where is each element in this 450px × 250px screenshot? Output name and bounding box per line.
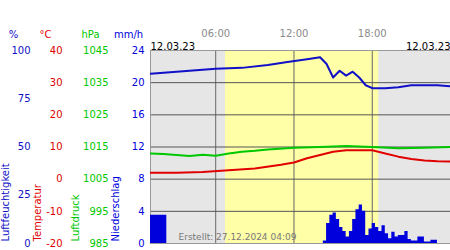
svg-text:985: 985 xyxy=(89,238,108,249)
svg-text:100: 100 xyxy=(11,45,30,56)
svg-text:-20: -20 xyxy=(46,238,62,249)
svg-text:Temperatur: Temperatur xyxy=(32,183,43,242)
svg-text:-10: -10 xyxy=(46,206,62,217)
svg-text:20: 20 xyxy=(132,77,145,88)
svg-text:Erstellt: 27.12.2024 04:09: Erstellt: 27.12.2024 04:09 xyxy=(179,232,297,242)
svg-text:1035: 1035 xyxy=(83,77,108,88)
svg-text:1015: 1015 xyxy=(83,141,108,152)
svg-text:Luftfeuchtigkeit: Luftfeuchtigkeit xyxy=(0,163,11,241)
svg-text:4: 4 xyxy=(138,206,144,217)
svg-text:mm/h: mm/h xyxy=(114,29,143,40)
svg-text:75: 75 xyxy=(18,93,31,104)
svg-text:°C: °C xyxy=(40,29,52,40)
svg-text:1005: 1005 xyxy=(83,173,108,184)
svg-text:Luftdruck: Luftdruck xyxy=(70,194,81,241)
svg-text:24: 24 xyxy=(132,45,145,56)
svg-text:12: 12 xyxy=(132,141,145,152)
svg-text:50: 50 xyxy=(18,141,31,152)
svg-text:25: 25 xyxy=(18,189,31,200)
svg-text:8: 8 xyxy=(138,173,144,184)
svg-text:0: 0 xyxy=(56,173,62,184)
svg-text:0: 0 xyxy=(24,238,30,249)
svg-text:hPa: hPa xyxy=(81,29,99,40)
svg-text:%: % xyxy=(9,29,19,40)
svg-text:1025: 1025 xyxy=(83,109,108,120)
svg-text:18:00: 18:00 xyxy=(358,28,387,39)
svg-text:10: 10 xyxy=(50,141,63,152)
svg-text:20: 20 xyxy=(50,109,63,120)
svg-text:30: 30 xyxy=(50,77,63,88)
svg-text:12.03.23: 12.03.23 xyxy=(151,41,196,52)
svg-text:12:00: 12:00 xyxy=(280,28,309,39)
svg-text:16: 16 xyxy=(132,109,145,120)
svg-text:0: 0 xyxy=(138,238,144,249)
svg-text:06:00: 06:00 xyxy=(201,28,230,39)
svg-text:Niederschlag: Niederschlag xyxy=(110,176,121,241)
svg-text:12.03.23: 12.03.23 xyxy=(406,41,450,52)
svg-text:40: 40 xyxy=(50,45,63,56)
svg-text:1045: 1045 xyxy=(83,45,108,56)
svg-text:995: 995 xyxy=(89,206,108,217)
